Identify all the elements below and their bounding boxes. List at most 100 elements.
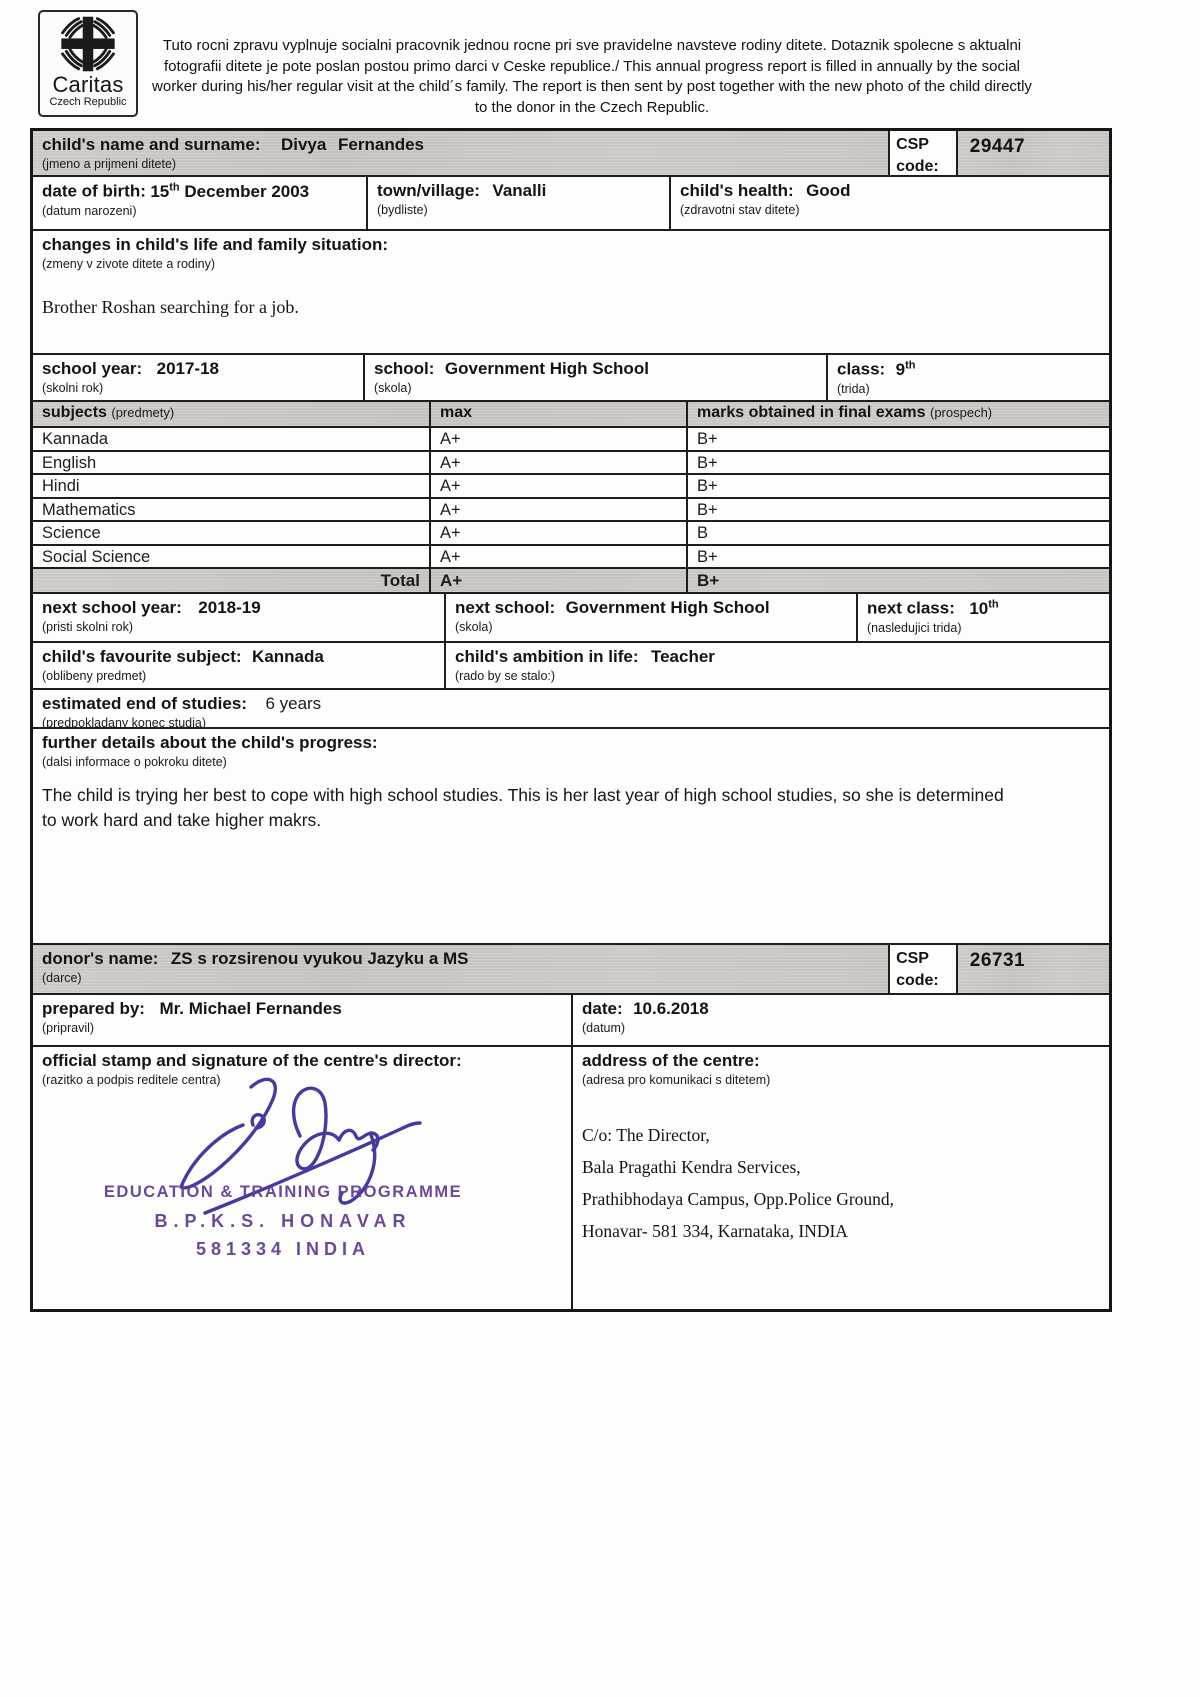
health-cell: child's health: Good (zdravotni stav dit… <box>671 177 1109 229</box>
prepared-by-value: Mr. Michael Fernandes <box>159 999 342 1018</box>
changes-row: changes in child's life and family situa… <box>33 231 1109 355</box>
subject-marks: B+ <box>697 477 718 495</box>
stamp-label: official stamp and signature of the cent… <box>42 1051 462 1070</box>
donor-csp-value: 26731 <box>969 950 1026 971</box>
stamp: EDUCATION & TRAINING PROGRAMME B.P.K.S. … <box>63 1183 503 1260</box>
subject-name: English <box>33 451 431 473</box>
stamp-line-1: EDUCATION & TRAINING PROGRAMME <box>103 1183 463 1201</box>
studies-cell: estimated end of studies: 6 years (predp… <box>33 690 1109 727</box>
school-year-cell: school year: 2017-18 (skolni rok) <box>33 355 365 400</box>
next-school-value: Government High School <box>565 598 770 617</box>
next-year-value: 2018-19 <box>198 598 261 617</box>
class-cell: class: 9th (trida) <box>828 355 1109 400</box>
prepared-by-label: prepared by: <box>42 999 145 1018</box>
date-value: 10.6.2018 <box>633 999 709 1018</box>
stamp-signature-cell: official stamp and signature of the cent… <box>33 1047 573 1309</box>
next-year-label: next school year: <box>42 598 182 617</box>
donor-csp-label-line1: CSP <box>896 950 929 967</box>
logo-wordmark: Caritas <box>52 72 124 97</box>
subject-marks: B+ <box>697 430 718 448</box>
max-header: max <box>440 404 473 421</box>
subject-name: Hindi <box>33 475 431 497</box>
progress-label: further details about the child's progre… <box>42 733 378 752</box>
address-line: Honavar- 581 334, Karnataka, INDIA <box>582 1221 848 1241</box>
school-label: school: <box>374 359 435 378</box>
marks-header-sub: (prospech) <box>929 405 993 420</box>
favourite-subject-value: Kannada <box>252 647 324 666</box>
changes-sublabel: (zmeny v zivote ditete a rodiny) <box>42 257 215 271</box>
next-class-cell: next class: 10th (nasledujici trida) <box>858 594 1109 641</box>
child-name-sublabel: (jmeno a prijmeni ditete) <box>42 157 177 171</box>
caritas-logo: Caritas Czech Republic <box>38 10 138 117</box>
school-row: school year: 2017-18 (skolni rok) school… <box>33 355 1109 402</box>
school-year-sublabel: (skolni rok) <box>42 381 104 395</box>
studies-label: estimated end of studies: <box>42 694 247 713</box>
subject-marks: B+ <box>697 500 718 519</box>
changes-cell: changes in child's life and family situa… <box>33 231 1109 353</box>
next-year-cell: next school year: 2018-19 (pristi skolni… <box>33 594 446 641</box>
signature-scribble <box>93 1073 513 1223</box>
stamp-line-3: 581334 INDIA <box>195 1239 371 1259</box>
prepared-row: prepared by: Mr. Michael Fernandes (prip… <box>33 995 1109 1047</box>
school-sublabel: (skola) <box>374 381 412 395</box>
child-name-row: child's name and surname: Divya Fernande… <box>33 131 1109 177</box>
next-class-label: next class: <box>867 598 955 618</box>
ambition-value: Teacher <box>650 647 715 666</box>
subject-max: A+ <box>431 545 688 567</box>
child-info-row: date of birth: 15th December 2003 (datum… <box>33 177 1109 231</box>
table-row: Mathematics A+ B+ <box>33 498 1109 522</box>
child-name-cell: child's name and surname: Divya Fernande… <box>33 131 891 175</box>
donor-csp-value-cell: 26731 <box>958 945 1109 993</box>
prepared-by-cell: prepared by: Mr. Michael Fernandes (prip… <box>33 995 573 1045</box>
town-label: town/village: <box>377 181 480 200</box>
date-label: date: <box>582 999 623 1018</box>
studies-row: estimated end of studies: 6 years (predp… <box>33 690 1109 729</box>
csp-label-line2: code: <box>896 157 939 175</box>
school-year-label: school year: <box>42 359 143 378</box>
address-line: C/o: The Director, <box>582 1125 710 1145</box>
child-name-value: Divya Fernandes <box>280 135 425 154</box>
csp-code-value-cell: 29447 <box>958 131 1109 175</box>
subject-max: A+ <box>431 451 688 473</box>
next-year-sublabel: (pristi skolni rok) <box>42 620 133 634</box>
address-lines: C/o: The Director, Bala Pragathi Kendra … <box>582 1119 1100 1247</box>
subjects-header-cell: subjects (predmety) <box>33 402 431 426</box>
next-school-cell: next school: Government High School (sko… <box>446 594 858 641</box>
marks-table-header: subjects (predmety) max marks obtained i… <box>33 402 1109 428</box>
address-line: Bala Pragathi Kendra Services, <box>582 1157 801 1177</box>
marks-header-cell: marks obtained in final exams (prospech) <box>688 402 1109 426</box>
donor-label: donor's name: <box>42 949 159 968</box>
table-row: Science A+ B <box>33 522 1109 546</box>
subject-name: Kannada <box>33 428 431 450</box>
donor-csp-label-line2: code: <box>896 971 939 989</box>
studies-sublabel: (predpokladany konec studia) <box>42 716 206 727</box>
favourite-subject-label: child's favourite subject: <box>42 647 242 666</box>
town-value: Vanalli <box>492 181 547 200</box>
subject-name: Social Science <box>33 545 431 567</box>
subject-name: Science <box>33 522 431 544</box>
changes-label: changes in child's life and family situa… <box>42 235 388 254</box>
ambition-cell: child's ambition in life: Teacher (rado … <box>446 643 1109 688</box>
studies-value: 6 years <box>265 694 322 713</box>
donor-name-cell: donor's name: ZS s rozsirenou vyukou Jaz… <box>33 945 891 993</box>
marks-header: marks obtained in final exams <box>697 404 926 421</box>
max-header-cell: max <box>431 402 688 426</box>
subject-marks: B+ <box>697 453 718 472</box>
subject-name: Mathematics <box>33 498 431 520</box>
subject-max: A+ <box>431 475 688 497</box>
child-name-label: child's name and surname: <box>42 135 261 154</box>
date-sublabel: (datum) <box>582 1021 626 1035</box>
stamp-line-2: B.P.K.S. HONAVAR <box>154 1211 412 1231</box>
total-label: Total <box>33 569 431 592</box>
address-cell: address of the centre: (adresa pro komun… <box>573 1047 1109 1309</box>
logo-subtitle: Czech Republic <box>49 96 127 108</box>
subject-max: A+ <box>431 522 688 544</box>
child-csp-value: 29447 <box>969 136 1026 157</box>
subjects-header: subjects <box>42 404 107 421</box>
donor-row: donor's name: ZS s rozsirenou vyukou Jaz… <box>33 945 1109 995</box>
school-cell: school: Government High School (skola) <box>365 355 828 400</box>
health-sublabel: (zdravotni stav ditete) <box>680 203 800 217</box>
next-school-sublabel: (skola) <box>455 620 493 634</box>
donor-csp-label-cell: CSP code: <box>890 945 958 993</box>
next-class-sublabel: (nasledujici trida) <box>867 620 962 635</box>
